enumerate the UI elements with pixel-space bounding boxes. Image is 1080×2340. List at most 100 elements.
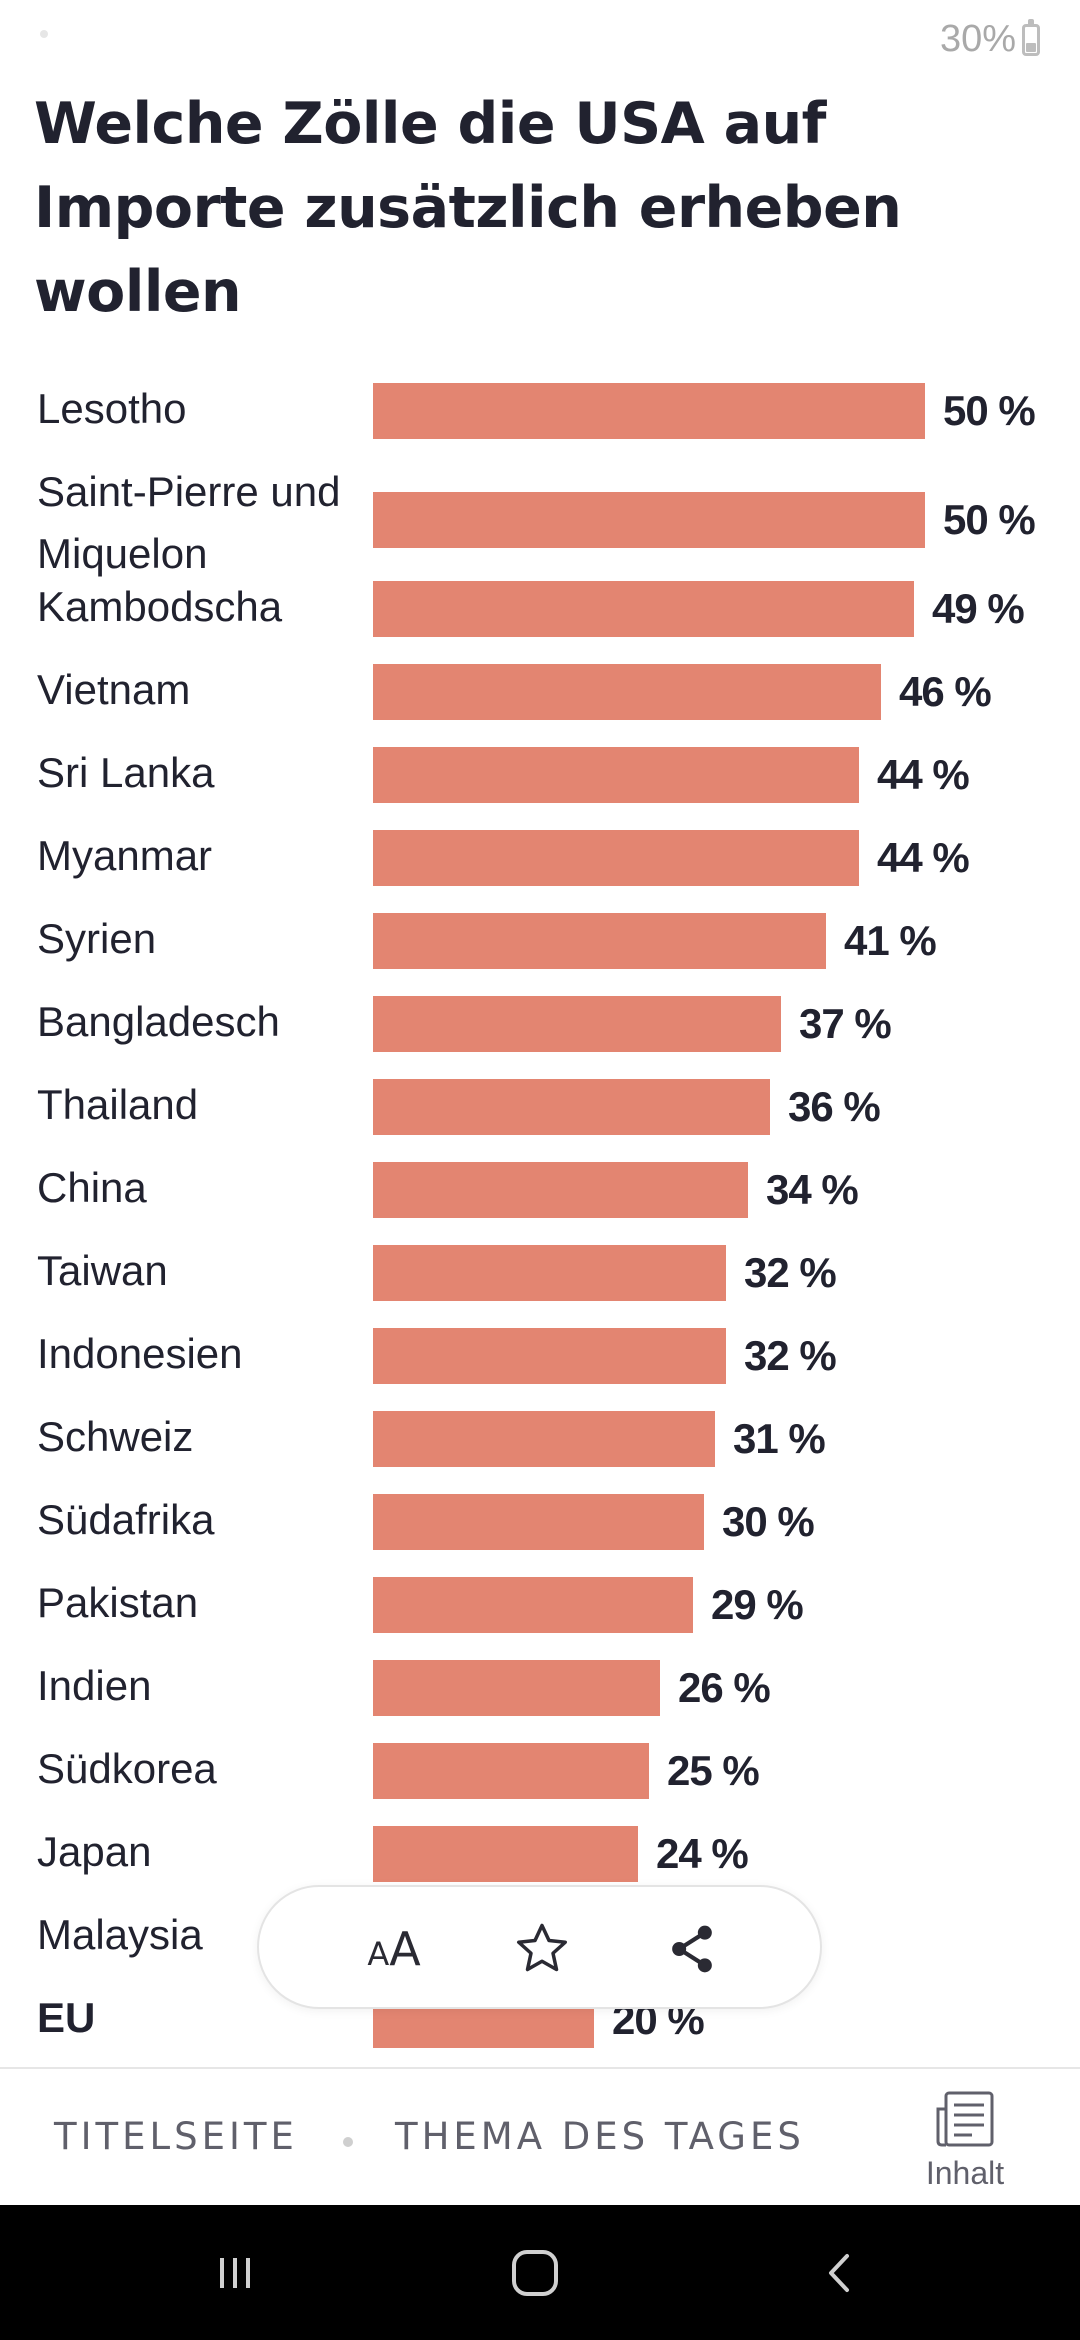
bar-value-label: 37 % [799, 1000, 892, 1047]
chart-row: Südkorea 25 % [0, 1738, 1080, 1800]
bar-label: Taiwan [37, 1247, 168, 1294]
article-toolbar: AA [257, 1885, 822, 2009]
bar [373, 1743, 649, 1799]
chart-row: Saint-Pierre und Miquelon 50 % [0, 461, 1080, 577]
bar-label: Syrien [37, 915, 157, 962]
bar-value-label: 44 % [877, 834, 970, 881]
bar-label: Indien [37, 1662, 152, 1709]
chart-row: Sri Lanka 44 % [0, 742, 1080, 804]
contents-button[interactable]: Inhalt [905, 2083, 1025, 2201]
bottom-navigation: TITELSEITE THEMA DES TAGES Inhalt [0, 2067, 1080, 2205]
battery-percent: 30% [939, 18, 1016, 60]
bar-value-label: 34 % [766, 1166, 859, 1213]
bar [373, 383, 925, 439]
contents-label: Inhalt [925, 2155, 1005, 2191]
notification-dot [40, 30, 48, 38]
chart-row: Taiwan 32 % [0, 1240, 1080, 1302]
bar-label: EU [37, 1994, 96, 2041]
bar-label: Pakistan [37, 1579, 199, 1626]
share-button[interactable] [652, 1909, 732, 1989]
bar-value-label: 32 % [744, 1332, 837, 1379]
bookmark-button[interactable] [502, 1909, 582, 1989]
bar-label: Schweiz [37, 1413, 194, 1460]
bar [373, 581, 914, 637]
bar [373, 1577, 693, 1633]
chart-row: China 34 % [0, 1157, 1080, 1219]
bar [373, 1660, 660, 1716]
bar-label: Thailand [37, 1081, 199, 1128]
bar [373, 1826, 638, 1882]
bar-value-label: 25 % [667, 1747, 760, 1794]
bar-label: Südafrika [37, 1496, 215, 1543]
bar-value-label: 30 % [722, 1498, 815, 1545]
font-size-button[interactable]: AA [354, 1909, 434, 1989]
bar-label: Myanmar [37, 832, 213, 879]
chart-row: Lesotho 50 % [0, 378, 1080, 440]
home-icon [512, 2250, 558, 2296]
bar-value-label: 50 % [943, 387, 1036, 434]
recents-button[interactable] [195, 2233, 275, 2313]
bar [373, 1411, 715, 1467]
chart-row: Syrien 41 % [0, 908, 1080, 970]
bar [373, 1079, 770, 1135]
star-icon [517, 1923, 567, 1972]
bar-label: Indonesien [37, 1330, 243, 1377]
nav-titelseite[interactable]: TITELSEITE [54, 2115, 298, 2158]
recents-icon [220, 2258, 250, 2288]
chart-row: Japan 24 % [0, 1821, 1080, 1883]
bar-value-label: 49 % [932, 585, 1025, 632]
battery-indicator: 30% [940, 18, 1040, 61]
chart-row: Kambodscha 49 % [0, 576, 1080, 638]
status-bar: 30% [0, 0, 1080, 80]
bar-value-label: 26 % [678, 1664, 771, 1711]
chart-row: Pakistan 29 % [0, 1572, 1080, 1634]
bar [373, 1162, 748, 1218]
bar-value-label: 31 % [733, 1415, 826, 1462]
battery-icon [1022, 18, 1040, 56]
bar [373, 996, 781, 1052]
bar-label: Vietnam [37, 666, 191, 713]
bar-value-label: 41 % [844, 917, 937, 964]
bar [373, 747, 859, 803]
bar-label: Sri Lanka [37, 749, 215, 796]
chart-row: Schweiz 31 % [0, 1406, 1080, 1468]
system-navigation-bar [0, 2205, 1080, 2340]
font-size-icon: AA [367, 1922, 421, 1976]
bar-value-label: 36 % [788, 1083, 881, 1130]
bar [373, 1245, 726, 1301]
bar-label: Bangladesch [37, 998, 280, 1045]
tariff-bar-chart: Lesotho 50 % Saint-Pierre und Miquelon 50 %… [0, 360, 1080, 2060]
bar-label: Saint-Pierre und Miquelon [37, 468, 341, 577]
bar-label: China [37, 1164, 147, 1211]
bar-label: Lesotho [37, 385, 187, 432]
chart-row: Thailand 36 % [0, 1074, 1080, 1136]
chart-row: Südafrika 30 % [0, 1489, 1080, 1551]
bar [373, 830, 859, 886]
bar-value-label: 32 % [744, 1249, 837, 1296]
nav-thema-des-tages[interactable]: THEMA DES TAGES [395, 2115, 805, 2158]
bar [373, 492, 925, 548]
bar [373, 913, 826, 969]
bar-value-label: 29 % [711, 1581, 804, 1628]
article-title: Welche Zölle die USA auf Importe zusätzl… [34, 91, 902, 325]
contents-icon [936, 2091, 994, 2147]
home-button[interactable] [495, 2233, 575, 2313]
chart-row: Bangladesch 37 % [0, 991, 1080, 1053]
back-icon [829, 2254, 849, 2292]
bar [373, 1494, 704, 1550]
bar-value-label: 24 % [656, 1830, 749, 1877]
chart-row: Indien 26 % [0, 1655, 1080, 1717]
share-icon [672, 1925, 712, 1973]
bar-value-label: 50 % [943, 496, 1036, 543]
bar-value-label: 44 % [877, 751, 970, 798]
chart-row: Indonesien 32 % [0, 1323, 1080, 1385]
bar-label: Malaysia [37, 1911, 203, 1958]
chart-row: Myanmar 44 % [0, 825, 1080, 887]
bar-label: Kambodscha [37, 583, 283, 630]
bar-label: Japan [37, 1828, 152, 1875]
back-button[interactable] [800, 2233, 880, 2313]
bar [373, 664, 881, 720]
bar-value-label: 46 % [899, 668, 992, 715]
nav-separator [343, 2137, 353, 2147]
